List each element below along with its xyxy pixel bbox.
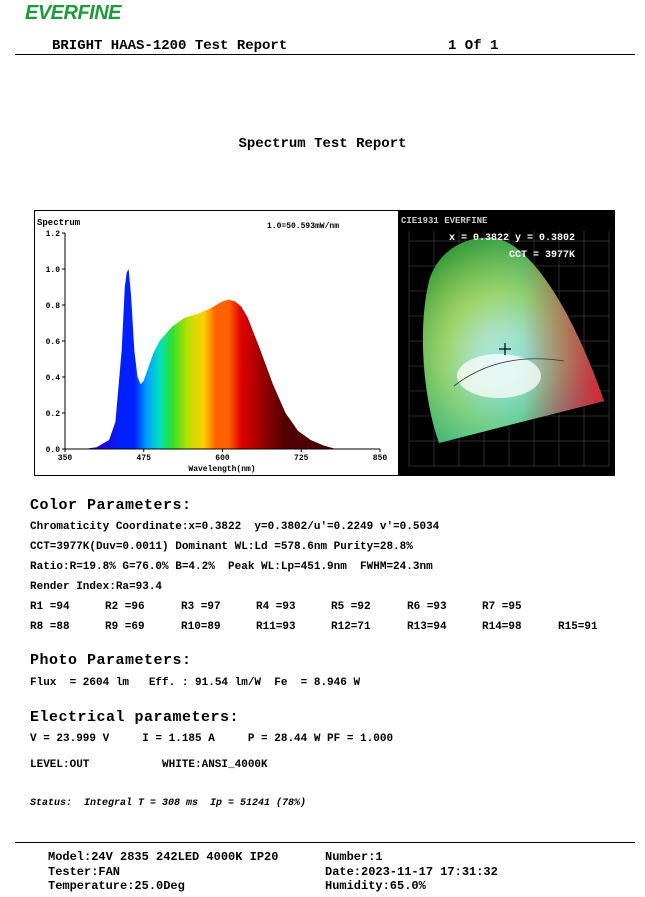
r-value: R6 =93 — [407, 601, 447, 613]
date-label: Date:2023-11-17 17:31:32 — [325, 865, 498, 879]
status-line: Status: Integral T = 308 ms Ip = 51241 (… — [30, 798, 307, 809]
spectrum-series-area — [83, 269, 336, 449]
x-tick-label: 725 — [294, 454, 309, 463]
white-region — [457, 354, 541, 398]
cie-svg: CIE1931 EVERFINE x = 0.3822 y = 0.3802 C… — [401, 216, 610, 467]
y-tick-label: 0.8 — [46, 302, 61, 311]
electrical-line: V = 23.999 V I = 1.185 A P = 28.44 W PF … — [30, 733, 394, 745]
r-value: R11=93 — [256, 621, 296, 633]
planckian-locus — [453, 358, 565, 387]
page-indicator: 1 Of 1 — [448, 38, 499, 54]
tester-label: Tester:FAN — [48, 865, 121, 879]
page-title: Spectrum Test Report — [238, 136, 407, 152]
r-value: R14=98 — [482, 621, 522, 633]
chart-title: Spectrum — [37, 218, 81, 228]
cie-diagram: CIE1931 EVERFINE x = 0.3822 y = 0.3802 C… — [398, 210, 615, 476]
render-index-line: Render Index:Ra=93.4 — [30, 581, 163, 593]
r-value: R5 =92 — [331, 601, 371, 613]
y-tick-label: 1.0 — [46, 266, 61, 275]
cie-cct: CCT = 3977K — [509, 250, 575, 261]
chromaticity-marker — [499, 343, 511, 355]
y-tick-label: 1.2 — [46, 230, 61, 239]
flux-line: Flux = 2604 lm Eff. : 91.54 lm/W Fe = 8.… — [30, 677, 361, 689]
humidity-label: Humidity:65.0% — [325, 879, 426, 893]
model-label: Model:24V 2835 242LED 4000K IP20 — [48, 850, 279, 864]
number-label: Number:1 — [325, 850, 383, 864]
r-value: R2 =96 — [105, 601, 145, 613]
y-tick-label: 0.6 — [46, 338, 61, 347]
y-tick-label: 0.0 — [46, 446, 61, 455]
report-name: BRIGHT HAAS-1200 Test Report — [52, 38, 288, 54]
spectrum-chart: Spectrum 1.0=50.593mW/nm Wavelength(nm) … — [34, 210, 399, 476]
electrical-parameters-heading: Electrical parameters: — [30, 709, 240, 726]
everfine-logo: EVERFINE — [25, 2, 122, 24]
chromaticity-line: Chromaticity Coordinate:x=0.3822 y=0.380… — [30, 521, 440, 533]
r-value: R10=89 — [181, 621, 221, 633]
r-value: R1 =94 — [30, 601, 70, 613]
x-tick-label: 350 — [58, 454, 73, 463]
y-tick-label: 0.2 — [46, 410, 61, 419]
cie-title: CIE1931 EVERFINE — [401, 216, 488, 226]
y-tick-label: 0.4 — [46, 374, 61, 383]
cie-gamut-red — [422, 237, 604, 443]
x-tick-label: 600 — [215, 454, 230, 463]
chart-subtitle: 1.0=50.593mW/nm — [267, 222, 339, 231]
header-divider — [15, 54, 635, 55]
r-value: R3 =97 — [181, 601, 221, 613]
ratio-line: Ratio:R=19.8% G=76.0% B=4.2% Peak WL:Lp=… — [30, 561, 433, 573]
temperature-label: Temperature:25.0Deg — [48, 879, 185, 893]
level-label: LEVEL:OUT — [30, 759, 90, 771]
photo-parameters-heading: Photo Parameters: — [30, 652, 192, 669]
r-value: R9 =69 — [105, 621, 145, 633]
spectrum-svg: Spectrum 1.0=50.593mW/nm Wavelength(nm) … — [37, 218, 388, 474]
x-tick-label: 475 — [137, 454, 152, 463]
r-value: R15=91 — [558, 621, 598, 633]
footer-divider — [15, 842, 635, 843]
cie-coordinates: x = 0.3822 y = 0.3802 — [449, 233, 575, 244]
x-tick-label: 850 — [373, 454, 388, 463]
r-value: R12=71 — [331, 621, 371, 633]
r-value: R13=94 — [407, 621, 447, 633]
r-value: R4 =93 — [256, 601, 296, 613]
white-label: WHITE:ANSI_4000K — [162, 759, 268, 771]
cct-line: CCT=3977K(Duv=0.0011) Dominant WL:Ld =57… — [30, 541, 413, 553]
x-axis-label: Wavelength(nm) — [188, 465, 255, 474]
r-value: R8 =88 — [30, 621, 70, 633]
color-parameters-heading: Color Parameters: — [30, 497, 192, 514]
r-value: R7 =95 — [482, 601, 522, 613]
